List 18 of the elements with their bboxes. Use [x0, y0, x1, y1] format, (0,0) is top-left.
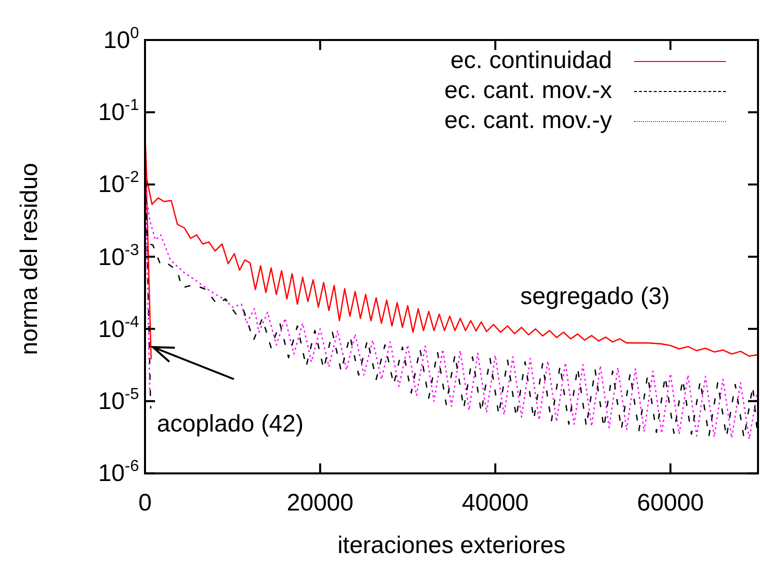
x-tick-label: 40000	[462, 489, 529, 516]
legend-label: ec. cant. mov.-y	[444, 107, 612, 135]
y-tick-label: 10$^{-3}$	[98, 242, 139, 272]
y-tick-label: 10$^{-1}$	[98, 97, 139, 128]
x-tick-label: 60000	[637, 489, 704, 516]
y-tick-label: 10$^{0}$	[103, 25, 139, 55]
y-axis-title: norma del residuo	[16, 162, 44, 356]
legend-label: ec. continuidad	[450, 47, 612, 75]
y-tick-label: 10$^{-6}$	[98, 458, 139, 488]
y-tick-label: 10$^{-4}$	[98, 314, 139, 344]
x-tick-label: 0	[138, 489, 152, 516]
y-tick-label: 10$^{-5}$	[98, 386, 139, 416]
x-axis-title: iteraciones exteriores	[337, 532, 566, 560]
annotation: segregado (3)	[520, 283, 670, 311]
legend-label: ec. cant. mov.-x	[444, 77, 612, 105]
y-tick-label: 10$^{-2}$	[98, 169, 139, 200]
annotation: acoplado (42)	[156, 410, 304, 438]
x-tick-label: 20000	[286, 489, 354, 516]
